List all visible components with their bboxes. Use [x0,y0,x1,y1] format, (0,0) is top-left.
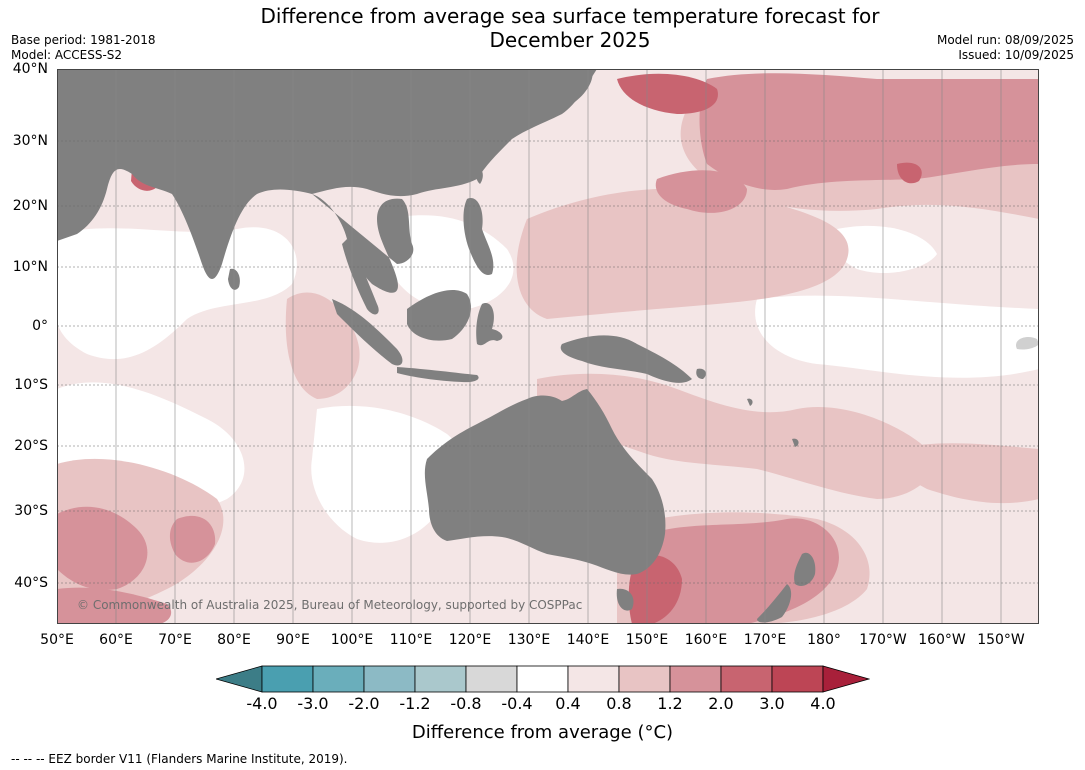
lon-label: 110°E [389,632,433,648]
colorbar-segment [261,665,314,693]
colorbar-segment [618,665,671,693]
lon-label: 150°W [977,632,1025,648]
colorbar-segment [414,665,467,693]
colorbar [216,665,870,693]
colorbar-segment [516,665,569,693]
colorbar-tick: 0.4 [555,694,581,713]
colorbar-segments [216,665,870,693]
colorbar-tick: -2.0 [348,694,380,713]
lon-label: 170°E [743,632,787,648]
eez-footer-note: -- -- -- EEZ border V11 (Flanders Marine… [11,752,348,766]
lon-label: 70°E [158,632,192,648]
meridians [115,69,1002,624]
lon-label: 160°W [918,632,966,648]
lon-label: 180° [807,632,841,648]
base-period-text: Base period: 1981-2018 [11,33,156,47]
colorbar-segment [363,665,416,693]
lon-label: 160°E [684,632,728,648]
model-run-text: Model run: 08/09/2025 [936,33,1074,47]
colorbar-arrow-high [822,665,870,693]
colorbar-tick: 4.0 [810,694,836,713]
lon-label: 140°E [566,632,610,648]
lon-label: 90°E [276,632,310,648]
sst-anomaly-map [57,69,1039,624]
lat-label: 30°N [12,133,48,149]
colorbar-tick: -1.2 [399,694,431,713]
lon-label: 130°E [507,632,551,648]
colorbar-tick: 3.0 [759,694,785,713]
colorbar-tick: -0.8 [450,694,482,713]
model-text: Model: ACCESS-S2 [11,48,123,62]
lat-label: 10°N [12,259,48,275]
colorbar-segment [771,665,824,693]
meta-right: Model run: 08/09/2025 Issued: 10/09/2025 [937,33,1074,63]
lon-label: 50°E [40,632,74,648]
lat-label: 0° [32,318,48,334]
colorbar-tick: 0.8 [606,694,632,713]
map-title: Difference from average sea surface temp… [200,4,940,52]
colorbar-tick: 1.2 [657,694,683,713]
colorbar-segment [465,665,518,693]
colorbar-segment [312,665,365,693]
meta-left: Base period: 1981-2018 Model: ACCESS-S2 [11,33,156,63]
lon-label: 170°W [859,632,907,648]
colorbar-tick: -4.0 [246,694,278,713]
lat-label: 20°S [14,438,48,454]
colorbar-segment [669,665,722,693]
map-frame [57,69,1039,624]
issued-text: Issued: 10/09/2025 [958,48,1074,62]
title-line-2: December 2025 [489,28,651,52]
lon-label: 80°E [217,632,251,648]
colorbar-segment [567,665,620,693]
lat-label: 40°N [12,61,48,77]
colorbar-segment [720,665,773,693]
land-masses [57,69,1039,623]
lat-label: 10°S [14,377,48,393]
lon-label: 120°E [448,632,492,648]
colorbar-tick: -3.0 [297,694,329,713]
lat-label: 30°S [14,503,48,519]
lon-label: 150°E [625,632,669,648]
copyright-text: © Commonwealth of Australia 2025, Bureau… [77,598,583,612]
lat-label: 20°N [12,198,48,214]
lat-label: 40°S [14,575,48,591]
colorbar-label: Difference from average (°C) [411,722,674,743]
title-line-1: Difference from average sea surface temp… [260,4,880,28]
colorbar-arrow-low [216,665,263,693]
colorbar-tick: 2.0 [708,694,734,713]
lon-label: 60°E [99,632,133,648]
very-warm-regions [131,73,922,624]
lon-label: 100°E [330,632,374,648]
colorbar-tick: -0.4 [501,694,533,713]
